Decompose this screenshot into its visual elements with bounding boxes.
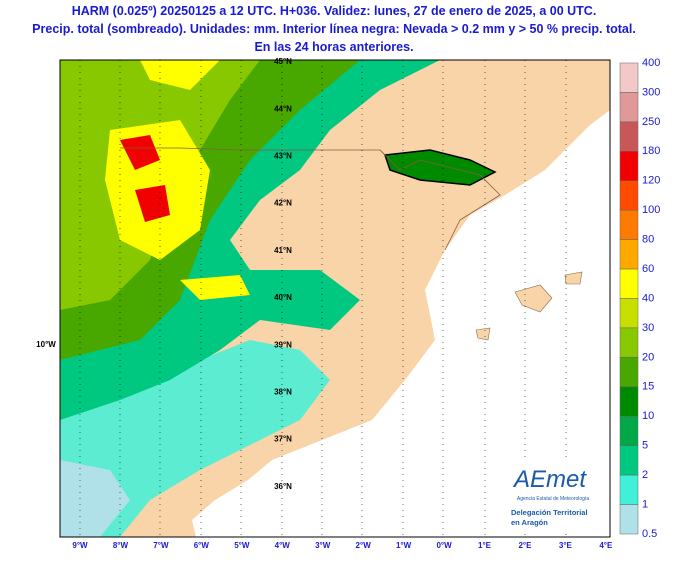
logo-brand: AEmet	[512, 466, 587, 493]
colorbar-label: 250	[642, 116, 660, 128]
precip-lightest	[60, 460, 130, 537]
lat-label: 36°N	[274, 482, 292, 491]
colorbar-label: 1	[642, 498, 648, 510]
lat-label: 43°N	[274, 152, 292, 161]
lat-label: 44°N	[274, 104, 292, 113]
colorbar-label: 15	[642, 381, 654, 393]
lon-label: 2°W	[356, 541, 372, 550]
header-line: HARM (0.025º) 20250125 a 12 UTC. H+036. …	[72, 4, 597, 18]
map-frame	[59, 59, 611, 538]
lon-label: 7°W	[153, 541, 169, 550]
coastline	[120, 147, 501, 251]
colorbar-label: 5	[642, 440, 648, 452]
colorbar-swatch	[619, 121, 639, 152]
colorbar-swatch	[619, 268, 639, 299]
colorbar-swatch	[619, 298, 639, 329]
colorbar-label: 300	[642, 86, 660, 98]
colorbar-label: 2	[642, 469, 648, 481]
colorbar-swatch	[619, 62, 639, 93]
colorbar-label: 10	[642, 410, 654, 422]
colorbar-label: 180	[642, 145, 660, 157]
sea	[192, 110, 610, 537]
lat-label: 39°N	[274, 340, 292, 349]
colorbar-swatch	[619, 327, 639, 358]
colorbar-label: 120	[642, 175, 660, 187]
lat-label: 40°N	[274, 293, 292, 302]
colorbar-swatch	[619, 474, 639, 505]
colorbar-swatch	[619, 92, 639, 123]
logo-box	[502, 460, 598, 530]
colorbar-swatch	[619, 504, 639, 535]
lon-label: 3°W	[315, 541, 331, 550]
lat-label: 42°N	[274, 199, 292, 208]
lat-label: 45°N	[274, 57, 292, 66]
precip-yellow	[105, 60, 250, 300]
colorbar-swatch	[619, 445, 639, 476]
colorbar-label: 40	[642, 292, 654, 304]
colorbar-swatch	[619, 357, 639, 388]
colorbar-swatch	[619, 209, 639, 240]
colorbar-label: 80	[642, 234, 654, 246]
lat-label: 37°N	[274, 435, 292, 444]
colorbar-label: 30	[642, 322, 654, 334]
header-line: Precip. total (sombreado). Unidades: mm.…	[32, 22, 636, 36]
colorbar-label: 400	[642, 57, 660, 69]
colorbar-swatch	[619, 239, 639, 270]
lon-label: 10°W	[36, 340, 56, 349]
colorbar-label: 20	[642, 351, 654, 363]
logo: AEmet Agencia Estatal de Meteorología De…	[502, 460, 598, 530]
colorbar-label: 0.5	[642, 528, 657, 540]
islands	[475, 271, 583, 341]
logo-office: Delegación Territorial	[511, 508, 588, 517]
colorbar-swatch	[619, 180, 639, 211]
lon-label: 1°E	[478, 541, 492, 550]
lon-label: 9°W	[72, 541, 88, 550]
lon-label: 1°W	[396, 541, 412, 550]
colorbar-swatch	[619, 386, 639, 417]
lat-label: 41°N	[274, 246, 292, 255]
colorbar-swatch	[619, 151, 639, 181]
lon-label: 2°E	[518, 541, 532, 550]
lon-label: 4°W	[275, 541, 291, 550]
lon-label: 3°E	[559, 541, 573, 550]
lon-label: 0°W	[436, 541, 452, 550]
precip-red	[120, 135, 170, 222]
lon-label: 8°W	[113, 541, 129, 550]
logo-office: en Aragón	[511, 518, 548, 527]
logo-agency: Agencia Estatal de Meteorología	[517, 496, 589, 502]
lon-label: 5°W	[234, 541, 250, 550]
colorbar-label: 60	[642, 263, 654, 275]
map	[59, 59, 611, 538]
colorbar-label: 100	[642, 204, 660, 216]
header-line: En las 24 horas anteriores.	[254, 40, 413, 54]
lon-label: 4°E	[599, 541, 613, 550]
colorbar-swatch	[619, 416, 639, 446]
snow-contour	[383, 149, 497, 186]
lat-label: 38°N	[274, 388, 292, 397]
lon-label: 6°W	[194, 541, 210, 550]
